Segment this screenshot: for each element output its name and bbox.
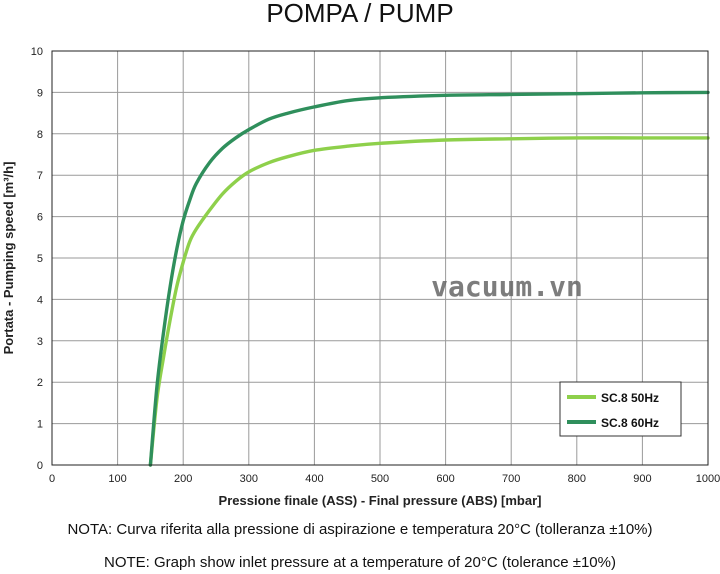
legend-label: SC.8 50Hz bbox=[601, 391, 659, 405]
axis-ticks: 0 100 200 300 400 500 600 700 800 900 1000 0 1 2 3 4 5 6 7… bbox=[31, 46, 720, 485]
x-tick-label: 1000 bbox=[696, 473, 720, 485]
y-tick-label: 3 bbox=[37, 336, 43, 348]
y-axis-label: Portata - Pumping speed [m³/h] bbox=[1, 162, 16, 355]
y-tick-label: 6 bbox=[37, 212, 43, 224]
x-axis-label: Pressione finale (ASS) - Final pressure … bbox=[219, 493, 542, 508]
plot-frame bbox=[51, 50, 709, 466]
x-tick-label: 400 bbox=[305, 473, 323, 485]
y-tick-label: 7 bbox=[37, 170, 43, 182]
x-tick-label: 100 bbox=[108, 473, 126, 485]
x-tick-label: 600 bbox=[436, 473, 454, 485]
chart-title: POMPA / PUMP bbox=[266, 0, 453, 28]
x-tick-label: 0 bbox=[49, 473, 55, 485]
y-tick-label: 1 bbox=[37, 419, 43, 431]
y-tick-label: 8 bbox=[37, 129, 43, 141]
x-tick-label: 200 bbox=[174, 473, 192, 485]
y-tick-label: 10 bbox=[31, 46, 43, 58]
y-tick-label: 0 bbox=[37, 460, 43, 472]
y-tick-label: 4 bbox=[37, 294, 43, 306]
note-english: NOTE: Graph show inlet pressure at a tem… bbox=[104, 554, 616, 571]
legend-box bbox=[559, 381, 682, 437]
series-line-1 bbox=[148, 90, 710, 467]
y-tick-label: 2 bbox=[37, 377, 43, 389]
pump-chart: POMPA / PUMP 0 100 200 300 400 500 600 700 800 90… bbox=[1, 0, 720, 508]
legend-label: SC.8 60Hz bbox=[601, 416, 659, 430]
series-lines bbox=[148, 90, 710, 467]
x-tick-label: 500 bbox=[371, 473, 389, 485]
x-tick-label: 800 bbox=[568, 473, 586, 485]
y-tick-label: 5 bbox=[37, 253, 43, 265]
series-line-0 bbox=[148, 136, 710, 467]
legend: SC.8 50Hz SC.8 60Hz bbox=[559, 381, 682, 437]
watermark: vacuum.vn bbox=[431, 270, 583, 303]
x-tick-label: 900 bbox=[633, 473, 651, 485]
x-tick-label: 300 bbox=[240, 473, 258, 485]
x-tick-label: 700 bbox=[502, 473, 520, 485]
note-italian: NOTA: Curva riferita alla pressione di a… bbox=[67, 521, 653, 538]
y-tick-label: 9 bbox=[37, 87, 43, 99]
